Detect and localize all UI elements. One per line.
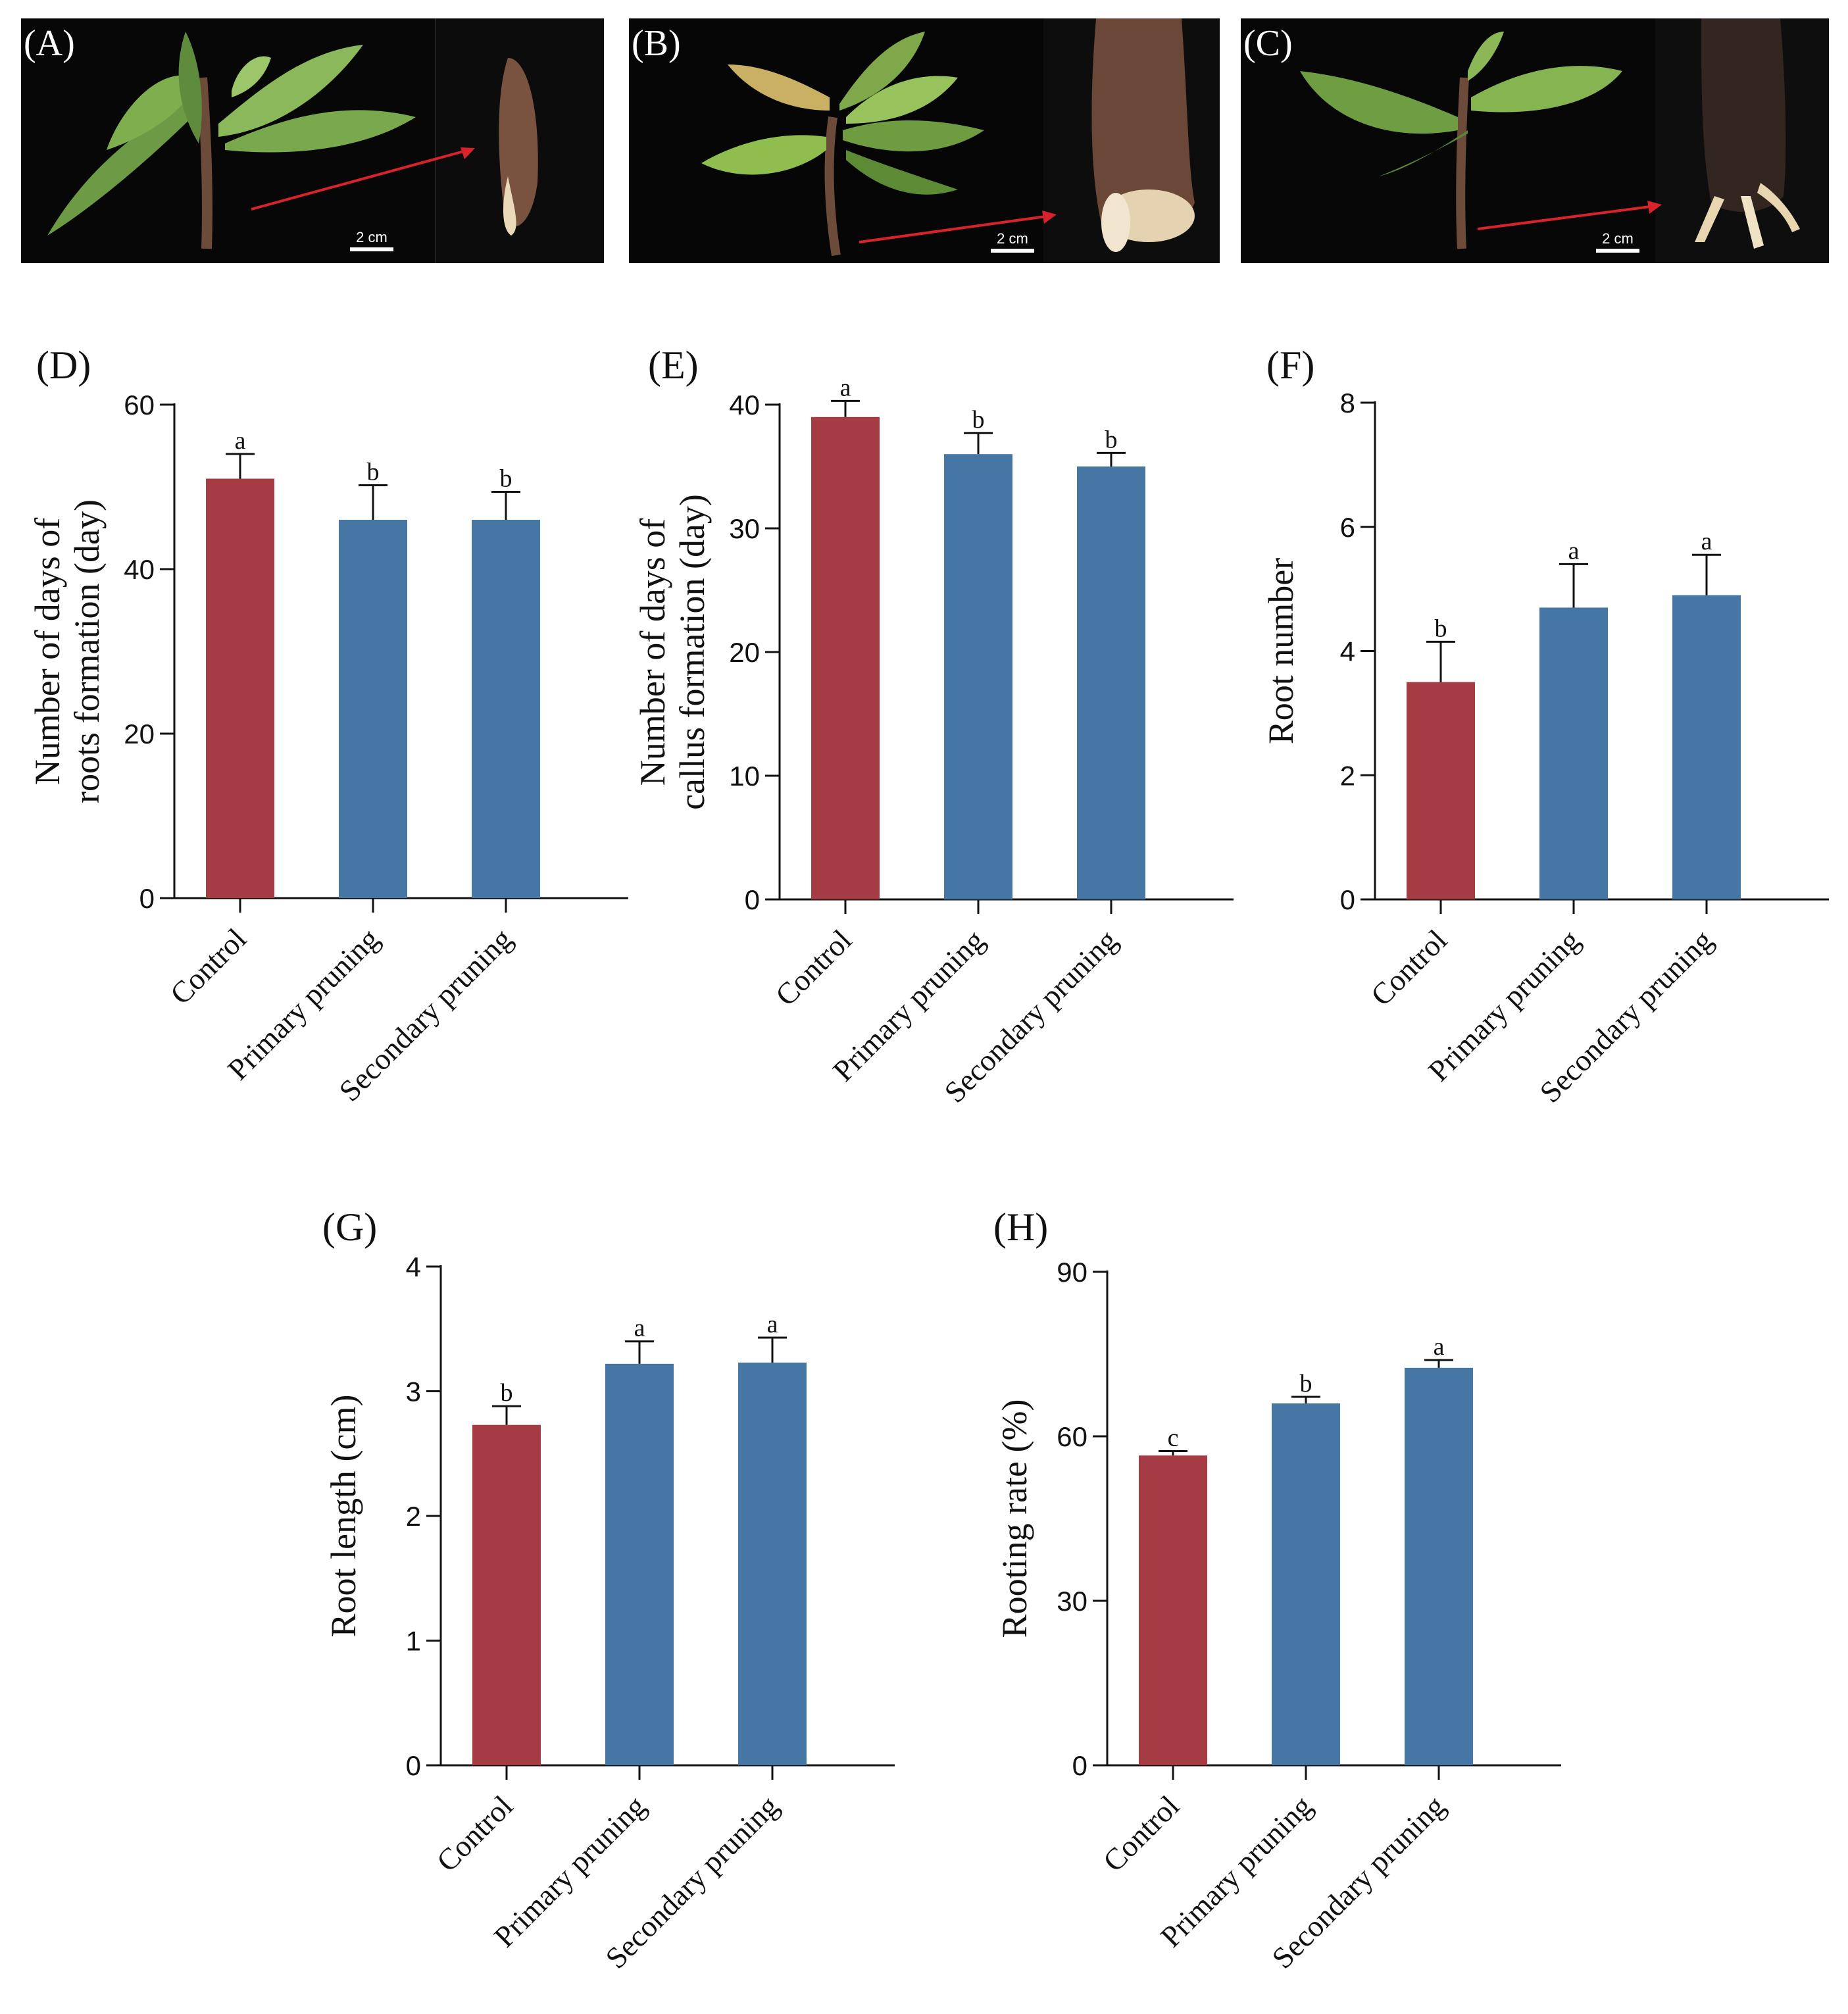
- panel-label-b: (B): [632, 23, 681, 64]
- bar-primary-pruning: [339, 520, 407, 898]
- bar-secondary-pruning: [1077, 466, 1145, 899]
- panel-label: (D): [36, 343, 91, 387]
- panel-label-a: (A): [24, 23, 75, 64]
- y-axis-title-line: roots formation (day): [67, 499, 107, 803]
- scale-label-c: 2 cm: [1602, 230, 1634, 247]
- significance-letter: a: [840, 374, 851, 401]
- bar-control: [1407, 682, 1475, 899]
- bar-control: [1139, 1455, 1207, 1765]
- y-tick-label: 4: [406, 1251, 421, 1282]
- significance-letter: a: [235, 427, 246, 455]
- cutting-photo-a: 2 cm: [21, 18, 604, 263]
- y-axis-title-line: Number of days of: [633, 518, 672, 786]
- y-tick-label: 4: [1340, 636, 1355, 667]
- significance-letter: b: [500, 465, 512, 493]
- y-tick-label: 20: [729, 637, 760, 668]
- significance-letter: a: [767, 1311, 778, 1338]
- x-tick-label: Control: [769, 923, 858, 1012]
- y-tick-label: 0: [406, 1750, 421, 1781]
- y-tick-label: 3: [406, 1376, 421, 1407]
- y-tick-label: 90: [1057, 1257, 1087, 1288]
- y-tick-label: 2: [406, 1501, 421, 1532]
- y-tick-label: 0: [1340, 884, 1355, 915]
- y-axis-title: Number of days ofroots formation (day): [28, 499, 107, 803]
- photo-panel-a: 2 cm (A): [21, 18, 604, 263]
- significance-letter: b: [1105, 426, 1118, 453]
- panel-label-c: (C): [1243, 23, 1293, 64]
- bar-secondary-pruning: [738, 1362, 807, 1765]
- significance-letter: c: [1168, 1424, 1179, 1452]
- y-axis-title: Number of days ofcallus formation (day): [633, 494, 712, 810]
- chart-d: (D) 0 20 40 60 Number of days ofroots formati…: [28, 343, 628, 1108]
- y-tick-label: 10: [729, 761, 760, 792]
- y-tick-label: 60: [1057, 1421, 1087, 1452]
- y-tick-label: 2: [1340, 760, 1355, 791]
- y-axis-title: Root length (cm): [324, 1395, 363, 1638]
- bar-secondary-pruning: [1405, 1367, 1473, 1765]
- significance-letter: b: [1435, 615, 1447, 642]
- y-axis-title-line: Rooting rate (%): [995, 1399, 1034, 1638]
- bar-control: [811, 416, 880, 899]
- bar-primary-pruning: [944, 454, 1012, 899]
- bar-primary-pruning: [605, 1363, 674, 1765]
- scale-label-a: 2 cm: [356, 229, 387, 245]
- y-tick-label: 40: [729, 390, 760, 420]
- x-tick-label: Control: [1097, 1789, 1186, 1878]
- cutting-photo-b: 2 cm: [629, 18, 1220, 263]
- significance-letter: a: [634, 1315, 645, 1342]
- significance-letter: a: [1568, 537, 1580, 565]
- bar-primary-pruning: [1539, 607, 1608, 899]
- y-tick-label: 1: [406, 1626, 421, 1657]
- significance-letter: b: [367, 459, 380, 486]
- photo-panel-b: 2 cm (B): [629, 18, 1220, 263]
- bar-secondary-pruning: [1672, 595, 1741, 899]
- x-tick-label: Control: [164, 922, 253, 1011]
- significance-letter: a: [1701, 528, 1712, 555]
- bar-control: [472, 1424, 541, 1765]
- bar-control: [206, 478, 274, 898]
- photo-panel-c: 2 cm (C): [1241, 18, 1829, 263]
- panel-label: (H): [993, 1205, 1048, 1249]
- chart-e: (E) 0 10 20 30 40 Number of days ofcallus form…: [633, 343, 1234, 1109]
- y-tick-label: 6: [1340, 512, 1355, 543]
- y-tick-label: 0: [139, 883, 155, 914]
- significance-letter: b: [501, 1379, 513, 1407]
- y-tick-label: 20: [124, 718, 155, 749]
- panel-label: (F): [1266, 343, 1314, 387]
- y-tick-label: 30: [1057, 1586, 1087, 1617]
- significance-letter: a: [1434, 1333, 1445, 1361]
- bar-secondary-pruning: [472, 520, 540, 898]
- y-axis-title: Root number: [1261, 558, 1301, 744]
- y-tick-label: 8: [1340, 388, 1355, 418]
- x-tick-label: Control: [1364, 923, 1453, 1012]
- significance-letter: b: [972, 406, 985, 434]
- y-tick-label: 0: [1072, 1750, 1087, 1781]
- significance-letter: b: [1300, 1370, 1312, 1397]
- y-axis-title-line: Root length (cm): [324, 1395, 363, 1638]
- x-tick-label: Control: [430, 1789, 519, 1878]
- y-tick-label: 0: [745, 884, 760, 915]
- y-axis-title-line: Root number: [1261, 558, 1301, 744]
- y-axis-title: Rooting rate (%): [995, 1399, 1034, 1638]
- panel-label: (G): [322, 1205, 377, 1249]
- y-axis-title-line: Number of days of: [28, 518, 67, 785]
- cutting-photo-c: 2 cm: [1241, 18, 1829, 263]
- scale-label-b: 2 cm: [997, 230, 1028, 247]
- bar-primary-pruning: [1272, 1403, 1340, 1765]
- y-tick-label: 60: [124, 390, 155, 420]
- y-tick-label: 30: [729, 513, 760, 544]
- y-tick-label: 40: [124, 554, 155, 585]
- panel-label: (E): [648, 343, 699, 387]
- y-axis-title-line: callus formation (day): [672, 494, 712, 810]
